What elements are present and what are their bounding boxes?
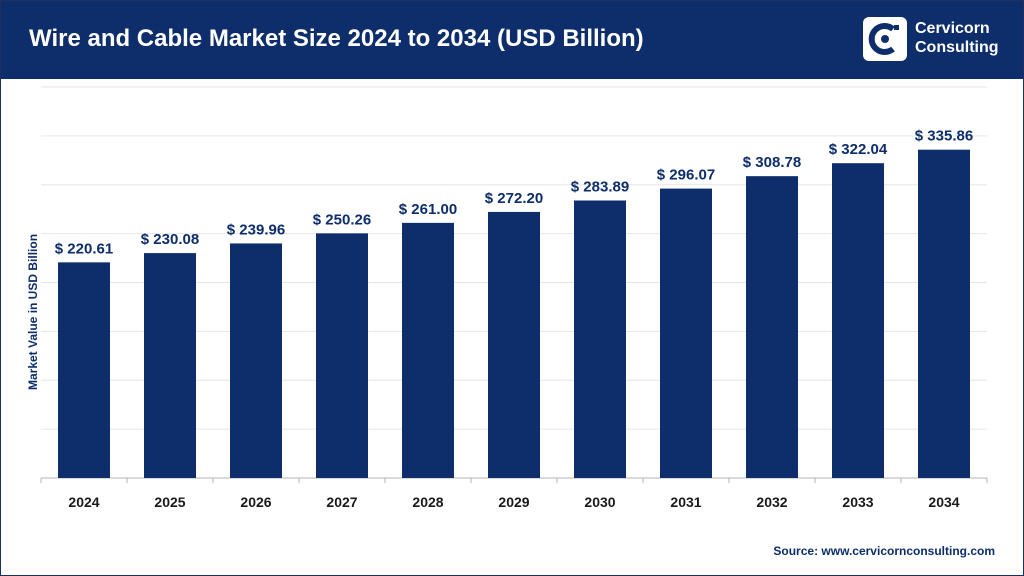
data-label: $ 220.61 [55,240,113,257]
bar [144,253,196,478]
brand-name: Cervicorn Consulting [915,19,999,57]
bar [832,163,884,478]
data-label: $ 230.08 [141,231,199,248]
brand-logo: Cervicorn Consulting [861,15,1011,65]
data-label: $ 272.20 [485,190,543,207]
data-label: $ 308.78 [743,154,801,171]
x-tick-label: 2027 [326,494,357,510]
data-label: $ 261.00 [399,201,457,218]
x-tick-label: 2024 [68,494,99,510]
chart-title: Wire and Cable Market Size 2024 to 2034 … [29,25,644,52]
x-tick-label: 2029 [498,494,529,510]
brand-name-line2: Consulting [915,39,999,56]
data-label: $ 322.04 [829,141,888,158]
bar [58,262,110,478]
data-label: $ 335.86 [915,128,973,145]
data-label: $ 250.26 [313,211,371,228]
bar [230,243,282,478]
x-tick-label: 2028 [412,494,443,510]
x-tick-label: 2031 [670,494,701,510]
brand-name-line1: Cervicorn [915,20,990,37]
x-tick-label: 2030 [584,494,615,510]
bar [918,149,970,479]
data-label: $ 283.89 [571,178,629,195]
source-note: Source: www.cervicornconsulting.com [773,544,995,558]
x-tick-label: 2034 [928,494,959,510]
bar [488,211,540,478]
bar [316,233,368,478]
bar [574,200,626,478]
bar [660,188,712,479]
x-tick-label: 2033 [842,494,873,510]
data-label: $ 239.96 [227,221,285,238]
bar [746,176,798,479]
x-tick-label: 2032 [756,494,787,510]
header-banner: Wire and Cable Market Size 2024 to 2034 … [1,1,1023,79]
bar [402,222,454,478]
brand-logo-icon [863,17,907,61]
x-tick-label: 2026 [240,494,271,510]
data-label: $ 296.07 [657,167,715,184]
y-axis-label: Market Value in USD Billion [26,234,40,390]
x-tick-label: 2025 [154,494,185,510]
